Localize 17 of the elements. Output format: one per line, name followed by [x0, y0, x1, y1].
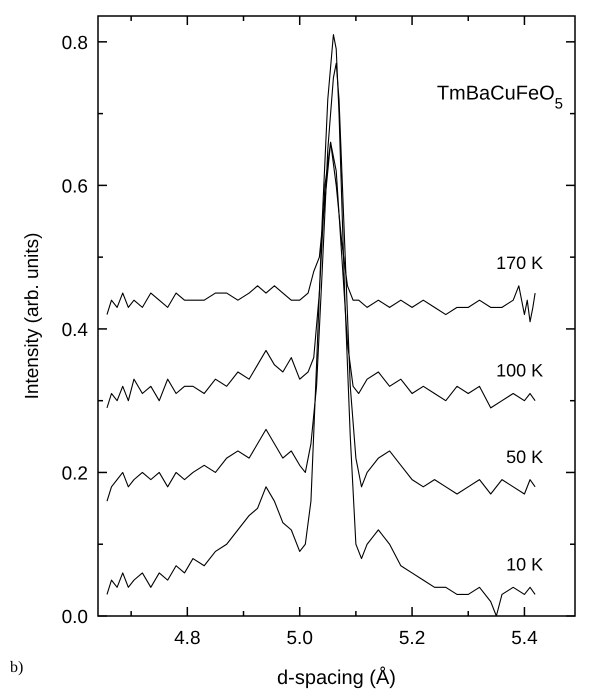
x-tick-label: 4.8	[174, 628, 201, 649]
series-label: 100 K	[496, 360, 544, 381]
x-tick-label: 5.0	[286, 628, 313, 649]
y-tick-label: 0.6	[62, 176, 88, 198]
x-tick-label: 5.4	[511, 628, 538, 649]
y-tick-label: 0.4	[62, 320, 88, 341]
legend-label: 170 K	[496, 253, 544, 274]
series-label: 10 K	[506, 554, 544, 574]
y-tick-label: 0.0	[62, 607, 88, 628]
series-label: 50 K	[506, 446, 544, 467]
x-tick-label: 5.2	[398, 628, 426, 649]
y-tick-label: 0.8	[62, 32, 88, 54]
y-tick-label: 0.2	[62, 463, 88, 484]
annotation: TmBaCuFeO$_{5}$	[436, 82, 563, 112]
x-axis-title: d-spacing (Å)	[277, 666, 396, 689]
text: b)	[10, 659, 24, 676]
y-axis-title: Intensity (arb. units)	[22, 232, 43, 400]
